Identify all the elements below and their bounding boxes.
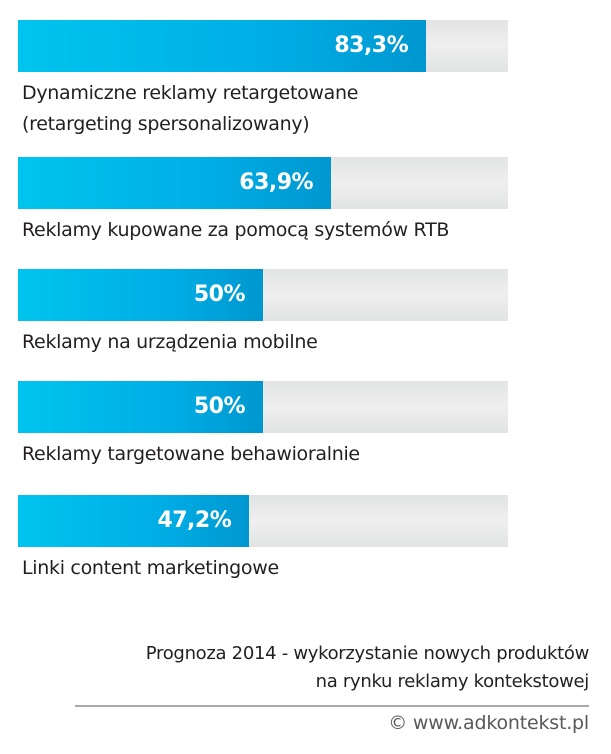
bar: 50% xyxy=(18,381,263,433)
bar-track: 50% xyxy=(18,269,508,321)
category-label: Dynamiczne reklamy retargetowane (retarge… xyxy=(22,78,358,140)
category-label-line: Reklamy targetowane behawioralnie xyxy=(22,443,360,465)
caption-line-1: Prognoza 2014 - wykorzystanie nowych pro… xyxy=(145,643,590,664)
bar-track: 50% xyxy=(18,381,508,433)
bar-track: 63,9% xyxy=(18,157,508,209)
category-label: Reklamy kupowane za pomocą systemów RTB xyxy=(22,215,449,246)
category-label-line: Dynamiczne reklamy retargetowane xyxy=(22,82,359,104)
category-label-line: (retargeting spersonalizowany) xyxy=(22,113,310,135)
category-label: Linki content marketingowe xyxy=(22,553,279,584)
data-label: 50% xyxy=(193,282,246,307)
bar: 50% xyxy=(18,269,263,321)
data-label: 83,3% xyxy=(334,33,409,58)
caption-line-2: na rynku reklamy kontekstowej xyxy=(315,671,590,692)
category-label-line: Reklamy kupowane za pomocą systemów RTB xyxy=(22,219,450,241)
data-label: 47,2% xyxy=(157,508,232,533)
bar-track: 47,2% xyxy=(18,495,508,547)
bar-track: 83,3% xyxy=(18,20,508,72)
chart-caption: Prognoza 2014 - wykorzystanie nowych pro… xyxy=(145,640,590,696)
category-label-line: Reklamy na urządzenia mobilne xyxy=(22,331,318,353)
bar: 83,3% xyxy=(18,20,427,72)
divider xyxy=(75,705,589,707)
data-label: 63,9% xyxy=(239,170,314,195)
bar: 63,9% xyxy=(18,157,332,209)
data-label: 50% xyxy=(193,394,246,419)
category-label-line: Linki content marketingowe xyxy=(22,557,279,579)
category-label: Reklamy targetowane behawioralnie xyxy=(22,439,360,470)
source-credit: © www.adkontekst.pl xyxy=(388,712,589,734)
bar: 47,2% xyxy=(18,495,250,547)
category-label: Reklamy na urządzenia mobilne xyxy=(22,327,318,358)
